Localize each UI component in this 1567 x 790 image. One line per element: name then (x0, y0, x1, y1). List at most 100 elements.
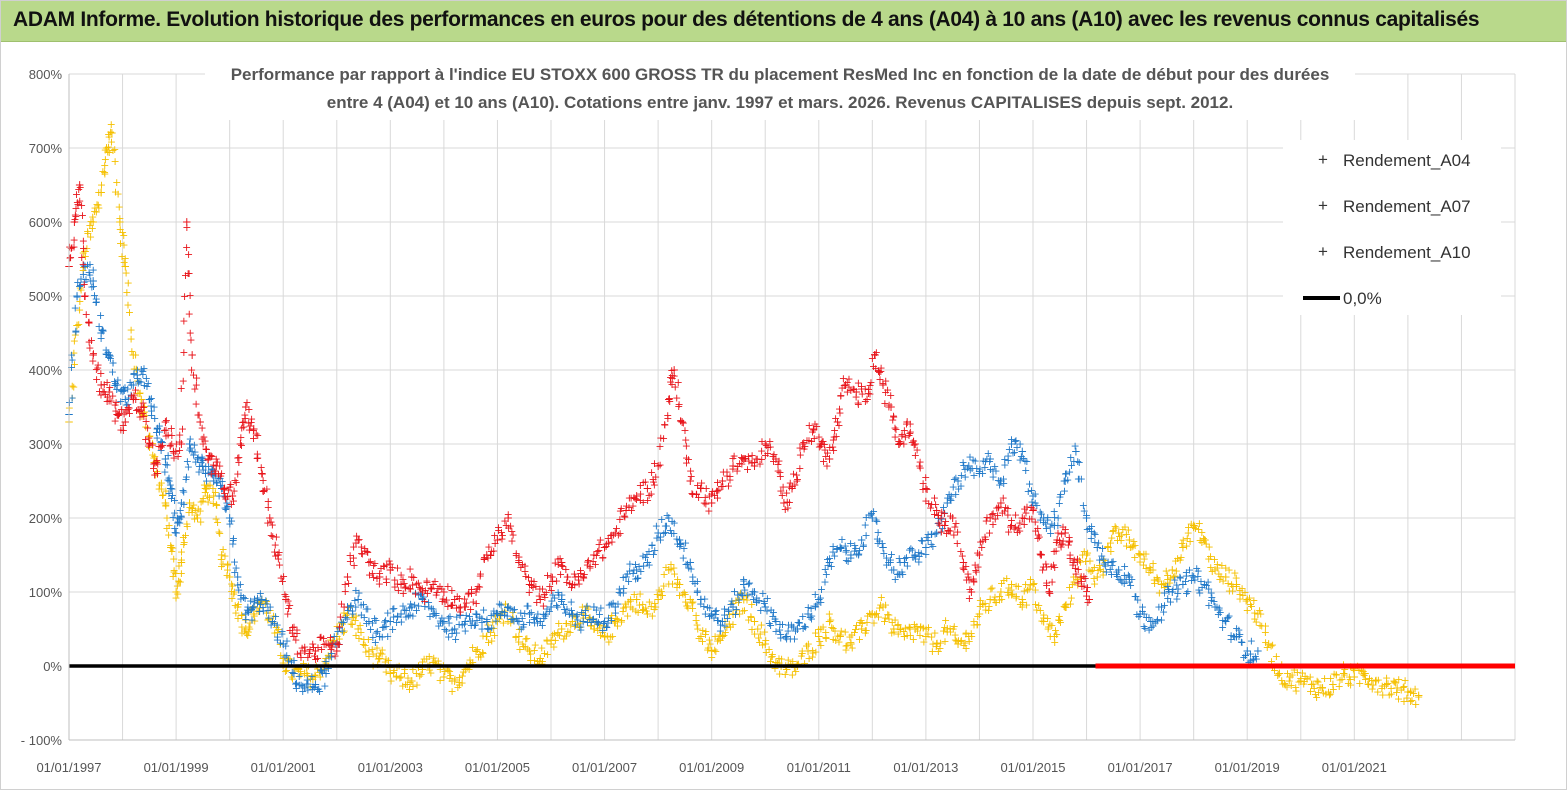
point-a07: + (1231, 629, 1241, 643)
point-a04: + (117, 250, 126, 263)
point-a04: + (1344, 677, 1353, 690)
point-a04: + (961, 627, 970, 640)
point-a04: + (152, 455, 161, 468)
point-a04: + (764, 643, 773, 656)
point-a04: + (728, 607, 738, 621)
point-a04: + (1345, 670, 1354, 683)
point-a04: + (375, 652, 385, 666)
point-a04: + (310, 668, 319, 681)
point-a04: + (739, 592, 749, 606)
point-a07: + (206, 465, 215, 478)
point-a04: + (1108, 525, 1117, 538)
point-a04: + (590, 622, 599, 635)
point-a04: + (735, 607, 744, 620)
chart-title: Performance par rapport à l'indice EU ST… (205, 58, 1355, 120)
legend-label-a10: Rendement_A10 (1343, 243, 1471, 262)
point-a04: + (617, 615, 626, 628)
point-a04: + (894, 618, 903, 631)
point-a04: + (1191, 522, 1200, 535)
point-a07: + (437, 612, 446, 625)
point-a04: + (555, 629, 564, 642)
point-a07: + (424, 596, 433, 609)
point-a04: + (808, 651, 817, 664)
y-tick-label: 400% (29, 363, 63, 378)
point-a10: + (1083, 596, 1092, 609)
point-a04: + (910, 622, 920, 636)
point-a04: + (862, 616, 871, 629)
point-a04: + (961, 642, 970, 655)
point-a07: + (239, 591, 248, 604)
point-a04: + (826, 613, 835, 626)
point-a04: + (781, 668, 790, 681)
point-a04: + (1235, 584, 1244, 597)
point-a04: + (619, 601, 628, 614)
point-a04: + (1240, 586, 1249, 599)
point-a04: + (976, 594, 985, 607)
point-a07: + (999, 477, 1008, 490)
point-a04: + (223, 557, 232, 570)
point-a07: + (173, 516, 182, 529)
point-a04: + (422, 653, 431, 666)
point-a07: + (362, 603, 371, 616)
point-a07: + (436, 617, 445, 630)
point-a07: + (123, 382, 132, 395)
point-a04: + (570, 620, 579, 633)
point-a04: + (761, 634, 770, 647)
point-a04: + (673, 576, 682, 589)
point-a04: + (1195, 517, 1204, 530)
point-a04: + (514, 636, 523, 649)
y-tick-label: 600% (29, 215, 63, 230)
point-a04: + (1312, 691, 1321, 704)
point-a10: + (785, 496, 794, 509)
point-a04: + (560, 630, 569, 643)
point-a04: + (1135, 548, 1145, 562)
point-a07: + (366, 623, 375, 636)
point-a04: + (805, 652, 814, 665)
point-a07: + (1124, 570, 1134, 584)
point-a04: + (1099, 565, 1108, 578)
point-a07: + (324, 662, 333, 675)
point-a04: + (86, 231, 95, 244)
point-a04: + (1335, 680, 1344, 693)
point-a04: + (535, 652, 545, 666)
point-a04: + (1043, 612, 1052, 625)
point-a04: + (850, 626, 859, 639)
point-a04: + (1115, 530, 1124, 543)
point-a04: + (957, 634, 966, 647)
point-a04: + (329, 635, 338, 648)
point-a04: + (435, 674, 444, 687)
point-a04: + (1373, 686, 1382, 699)
point-a07: + (707, 607, 717, 621)
point-a04: + (825, 608, 834, 621)
point-a07: + (424, 600, 433, 613)
point-a07: + (186, 441, 195, 454)
point-a07: + (412, 604, 421, 617)
point-a04: + (1051, 624, 1060, 637)
point-a04: + (183, 520, 192, 533)
point-a04: + (941, 614, 950, 627)
point-a04: + (1406, 695, 1415, 708)
point-a07: + (465, 610, 474, 623)
point-a04: + (835, 629, 845, 643)
point-a04: + (1403, 685, 1413, 699)
point-a04: + (1178, 541, 1188, 555)
point-a04: + (681, 596, 690, 609)
x-tick-label: 01/01/2011 (787, 760, 851, 775)
point-a07: + (258, 601, 267, 614)
point-a07: + (96, 326, 106, 340)
point-a04: + (466, 658, 475, 671)
point-a04: + (1092, 570, 1102, 584)
x-tick-label: 01/01/2015 (1000, 760, 1065, 775)
point-a04: + (333, 620, 342, 633)
point-a07: + (81, 273, 90, 286)
point-a07: + (136, 376, 145, 389)
point-a07: + (428, 607, 438, 621)
point-a04: + (1007, 583, 1016, 596)
point-a04: + (1039, 615, 1049, 629)
point-a07: + (363, 602, 372, 615)
point-a07: + (166, 481, 176, 495)
point-a07: + (163, 449, 172, 462)
point-a07: + (470, 619, 479, 632)
point-a04: + (867, 607, 877, 621)
point-a04: + (104, 141, 113, 154)
